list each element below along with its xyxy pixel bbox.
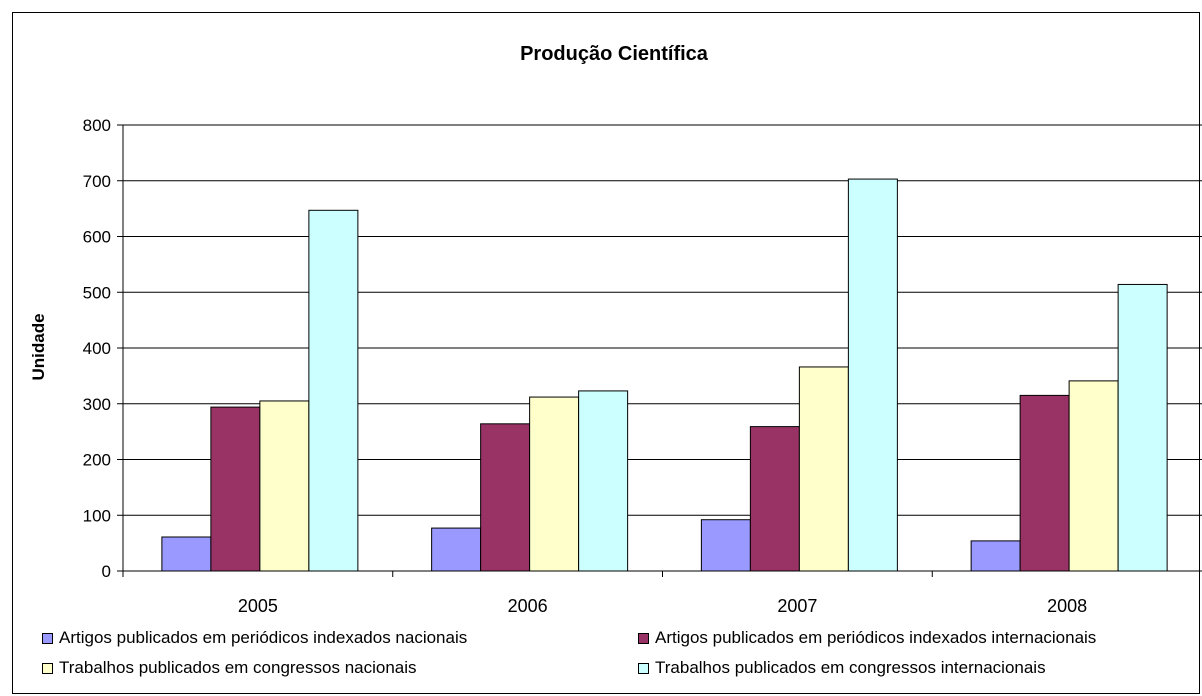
y-tick-label: 300 (83, 395, 111, 414)
bar-2008-series-4 (1117, 283, 1168, 572)
bar-2006-series-2 (480, 423, 531, 572)
bar-2008-series-2 (1019, 394, 1070, 572)
bar-2006-series-3 (529, 396, 580, 572)
x-tick-label: 2008 (1047, 596, 1087, 616)
y-axis-label: Unidade (29, 313, 48, 380)
bar-2005-series-2 (210, 406, 261, 572)
bar-2008-series-3 (1068, 380, 1119, 572)
y-tick-label: 800 (83, 116, 111, 135)
bar-2005-series-1 (161, 536, 212, 572)
y-tick-label: 400 (83, 339, 111, 358)
bar-2007-series-4 (847, 178, 898, 572)
chart-title: Produção Científica (520, 43, 709, 65)
chart-frame (12, 12, 1200, 694)
y-tick-label: 100 (83, 506, 111, 525)
axes (117, 124, 1202, 577)
tick-labels: 0 100 200 300 400 500 600 700 800 2005 2006 2007 200… (83, 116, 1088, 616)
y-tick-label: 600 (83, 228, 111, 247)
bars-group (161, 178, 1168, 572)
bar-2007-series-1 (700, 519, 751, 572)
bar-2006-series-4 (578, 390, 629, 572)
x-tick-label: 2007 (777, 596, 817, 616)
x-tick-label: 2006 (508, 596, 548, 616)
bar-2007-series-3 (798, 366, 849, 572)
y-tick-label: 200 (83, 451, 111, 470)
bar-2007-series-2 (749, 426, 800, 572)
y-tick-label: 0 (102, 562, 111, 581)
y-tick-label: 500 (83, 283, 111, 302)
bar-2006-series-1 (431, 527, 482, 572)
bar-2005-series-4 (308, 209, 359, 572)
y-tick-label: 700 (83, 172, 111, 191)
bar-2005-series-3 (259, 400, 310, 572)
bar-2008-series-1 (970, 540, 1021, 572)
x-tick-label: 2005 (238, 596, 278, 616)
